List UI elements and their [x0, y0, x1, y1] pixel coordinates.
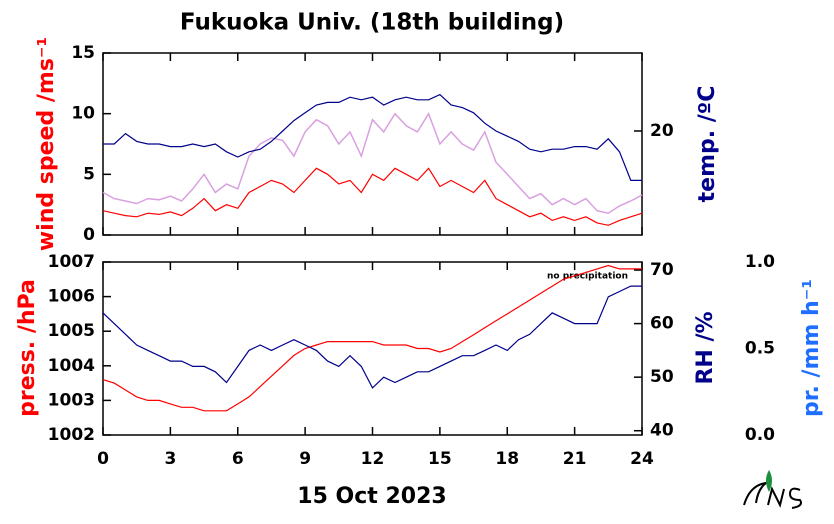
series-line	[103, 93, 642, 181]
x-tick-label: 0	[97, 449, 109, 469]
y2-tick-label: 50	[650, 367, 674, 387]
y-tick-label: 1003	[48, 390, 95, 410]
x-tick-label: 12	[361, 449, 385, 469]
y-tick-label: 10	[71, 104, 95, 124]
series-line	[102, 111, 643, 215]
y3-tick-label: 0.0	[745, 425, 775, 445]
y2-tick-label: 20	[650, 121, 674, 141]
x-tick-label: 18	[495, 449, 519, 469]
x-axis-label: 15 Oct 2023	[297, 484, 446, 509]
y-tick-label: 5	[83, 164, 95, 184]
x-tick-label: 3	[164, 449, 176, 469]
y-tick-label: 1004	[48, 356, 95, 376]
x-tick-label: 6	[232, 449, 244, 469]
annotation: no precipitation	[547, 272, 628, 282]
y2-axis-label: temp. /ºC	[695, 86, 720, 203]
y-tick-label: 15	[71, 43, 95, 63]
y-tick-label: 1002	[48, 425, 95, 445]
y2-tick-label: 60	[650, 314, 674, 334]
logo	[743, 470, 802, 509]
y-axis-label: wind speed /ms⁻¹	[34, 37, 59, 251]
y3-axis-label: pr. /mm h⁻¹	[799, 279, 824, 417]
y-tick-label: 1006	[48, 287, 95, 307]
y-tick-label: 1007	[48, 252, 95, 272]
y-tick-label: 1005	[48, 321, 95, 341]
series-line	[102, 285, 642, 389]
y3-tick-label: 1.0	[745, 252, 775, 272]
plot-frame	[102, 261, 643, 436]
x-tick-label: 21	[563, 449, 587, 469]
y3-tick-label: 0.5	[745, 339, 775, 359]
x-tick-label: 24	[630, 449, 654, 469]
y-axis-label: press. /hPa	[15, 279, 40, 417]
y2-tick-label: 40	[650, 421, 674, 441]
plot-frame	[102, 52, 643, 236]
y2-axis-label: RH /%	[693, 311, 718, 384]
y-tick-label: 0	[83, 225, 95, 245]
series-line	[102, 264, 642, 412]
x-tick-label: 9	[299, 449, 311, 469]
x-tick-label: 15	[428, 449, 452, 469]
y2-tick-label: 70	[650, 260, 674, 280]
chart-title: Fukuoka Univ. (18th building)	[180, 10, 564, 36]
series-line	[102, 167, 643, 226]
